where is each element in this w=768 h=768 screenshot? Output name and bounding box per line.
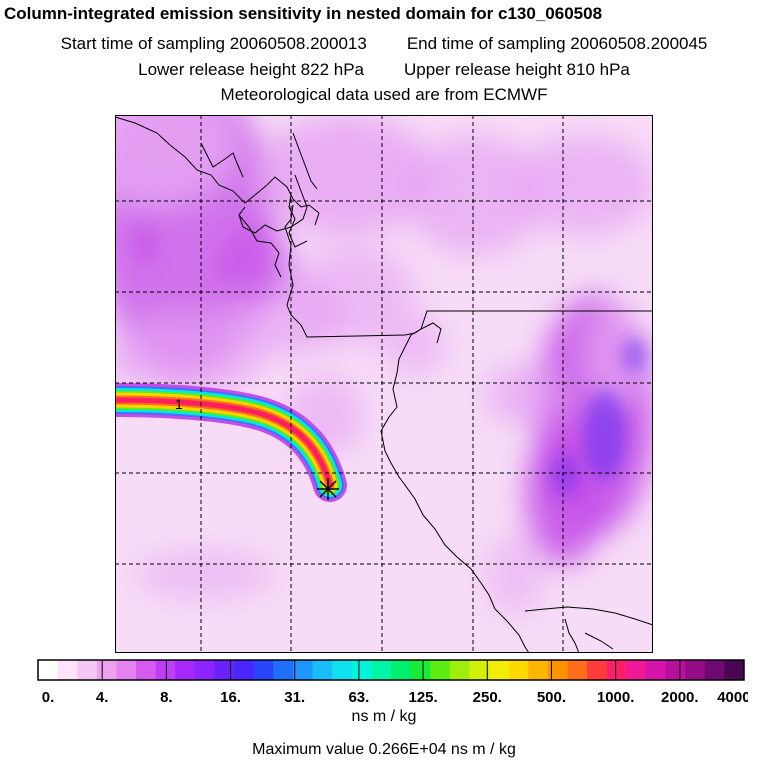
colorbar-cell xyxy=(704,660,725,680)
field-patch xyxy=(215,225,295,305)
colorbar-cell xyxy=(371,660,392,680)
colorbar-cell xyxy=(469,660,490,680)
colorbar-cell xyxy=(626,660,647,680)
colorbar-cell xyxy=(508,660,529,680)
colorbar-tick-label: 63. xyxy=(348,689,369,704)
field-hotspot xyxy=(131,223,159,267)
colorbar-cell xyxy=(175,660,196,680)
lower-release-height: Lower release height 822 hPa xyxy=(138,60,364,79)
colorbar-unit: ns m / kg xyxy=(351,708,417,725)
field-patch xyxy=(255,115,435,235)
colorbar-cell xyxy=(665,660,686,680)
colorbar-cell xyxy=(489,660,510,680)
colorbar-cell xyxy=(528,660,549,680)
field-patch xyxy=(135,550,275,600)
colorbar-tick-label: 1000. xyxy=(597,689,635,704)
colorbar: 0. 4. 8. 16. 31. 63. 125. 250. 500. 1000. 2000. 400… xyxy=(37,659,748,704)
colorbar-cell xyxy=(332,660,353,680)
field-patch xyxy=(115,315,265,395)
colorbar-cell xyxy=(136,660,157,680)
field-patch xyxy=(485,535,545,615)
colorbar-tick-label: 0. xyxy=(42,689,55,704)
field-patch xyxy=(295,245,415,345)
met-data-note: Meteorological data used are from ECMWF xyxy=(220,85,548,104)
plume-label: 1 xyxy=(175,396,183,412)
field-patch xyxy=(115,115,235,205)
field-patch xyxy=(585,305,645,405)
end-time: End time of sampling 20060508.200045 xyxy=(406,34,708,53)
field-hotspot xyxy=(551,455,579,495)
start-time: Start time of sampling 20060508.200013 xyxy=(60,34,367,53)
colorbar-cell xyxy=(77,660,98,680)
colorbar-cell xyxy=(38,660,59,680)
map-grid xyxy=(115,115,653,653)
field-hotspot xyxy=(583,390,627,480)
plume-band xyxy=(115,397,333,488)
colorbar-cell xyxy=(234,660,255,680)
colorbar-cell xyxy=(273,660,294,680)
colorbar-cell xyxy=(116,660,137,680)
coastline xyxy=(115,116,653,653)
colorbar-cell xyxy=(724,660,745,680)
colorbar-cell xyxy=(567,660,588,680)
colorbar-cell xyxy=(449,660,470,680)
star-marker xyxy=(317,478,339,500)
colorbar-cell xyxy=(645,660,667,680)
colorbar-cell xyxy=(253,660,274,680)
colorbar-cell xyxy=(214,660,235,680)
field-patch xyxy=(385,315,445,375)
sampling-times: Start time of sampling 20060508.200013 En… xyxy=(0,34,768,54)
colorbar-tick-label: 500. xyxy=(537,689,566,704)
colorbar-cell xyxy=(391,660,412,680)
emission-plume xyxy=(115,383,347,502)
figure-title: Column-integrated emission sensitivity i… xyxy=(4,4,603,23)
colorbar-tick-label: 4000. xyxy=(717,689,748,704)
colorbar-tick-label: 2000. xyxy=(661,689,699,704)
field-patch xyxy=(515,135,653,235)
colorbar-scale xyxy=(37,659,745,681)
colorbar-tick-label: 8. xyxy=(160,689,173,704)
star-marker-stroke xyxy=(319,480,337,498)
colorbar-cell xyxy=(155,660,176,680)
colorbar-tick-label: 31. xyxy=(284,689,305,704)
colorbar-frame xyxy=(37,659,745,681)
colorbar-tick-label: 16. xyxy=(220,689,241,704)
field-patch xyxy=(485,365,565,425)
colorbar-cell xyxy=(587,660,608,680)
upper-release-height: Upper release height 810 hPa xyxy=(404,60,630,79)
colorbar-cell xyxy=(57,660,78,680)
field-patch xyxy=(405,135,545,255)
maximum-value: Maximum value 0.266E+04 ns m / kg xyxy=(252,741,516,758)
colorbar-ticks: 0. 4. 8. 16. 31. 63. 125. 250. 500. 1000. 2000. 400… xyxy=(42,660,748,704)
colorbar-cell xyxy=(351,660,372,680)
colorbar-tick-label: 4. xyxy=(96,689,109,704)
colorbar-cell xyxy=(685,660,706,680)
colorbar-cell xyxy=(194,660,215,680)
colorbar-cell xyxy=(410,660,431,680)
colorbar-cell xyxy=(547,660,568,680)
colorbar-cell xyxy=(96,660,117,680)
colorbar-cell xyxy=(430,660,451,680)
field-hotspot xyxy=(621,337,649,373)
colorbar-cell xyxy=(292,660,314,680)
release-heights: Lower release height 822 hPa Upper releas… xyxy=(0,60,768,80)
colorbar-cell xyxy=(312,660,333,680)
colorbar-cell xyxy=(606,660,627,680)
colorbar-tick-label: 250. xyxy=(473,689,502,704)
sensitivity-map: 1 xyxy=(115,115,653,653)
colorbar-tick-label: 125. xyxy=(408,689,437,704)
